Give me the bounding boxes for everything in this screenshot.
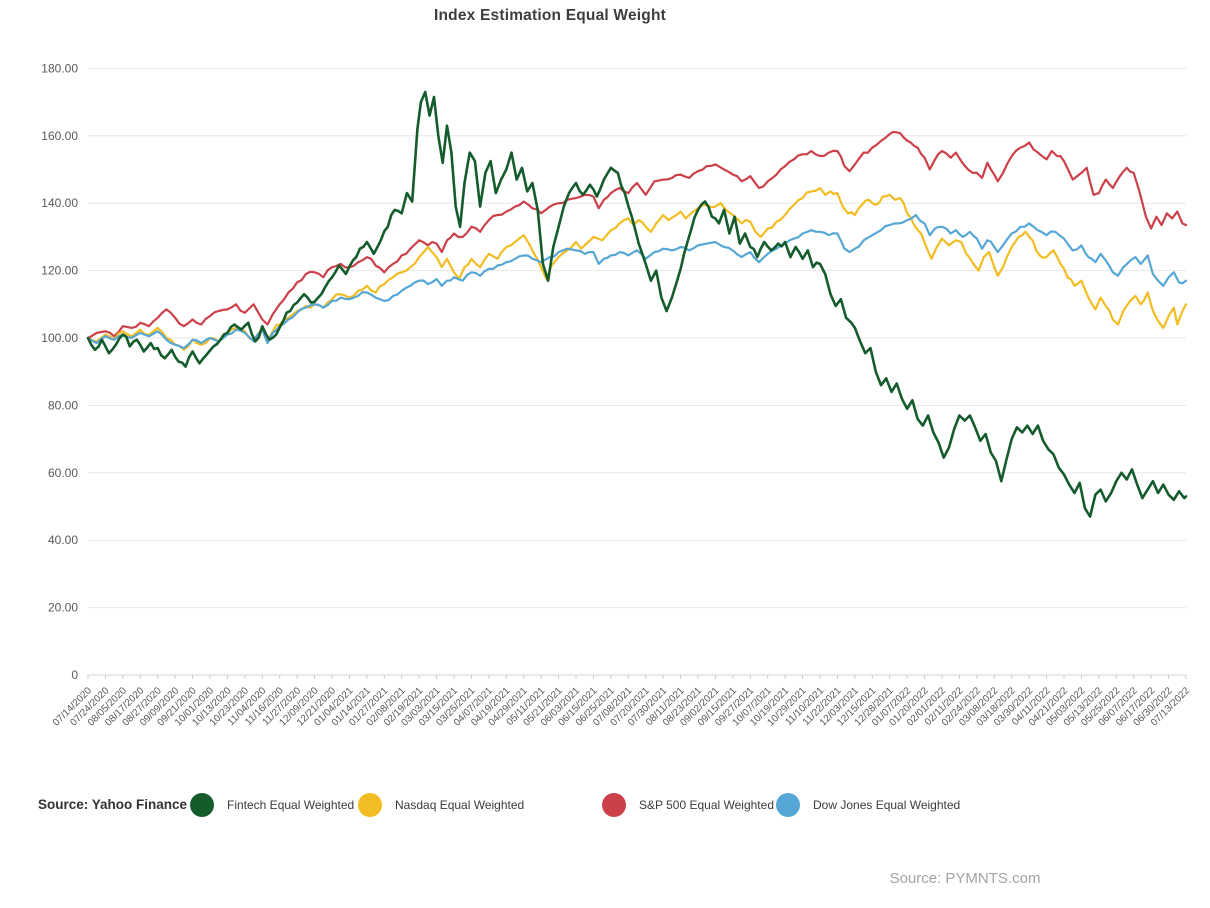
legend-item-label: Fintech Equal Weighted <box>227 798 355 812</box>
legend-item-label: S&P 500 Equal Weighted <box>639 798 774 812</box>
legend-dot-icon <box>776 793 800 817</box>
legend-item-s-p-500-equal-weighted: S&P 500 Equal Weighted <box>602 790 774 820</box>
legend-item-dow-jones-equal-weighted: Dow Jones Equal Weighted <box>776 790 960 820</box>
y-tick-label: 20.00 <box>48 601 78 615</box>
y-tick-label: 0 <box>71 668 78 682</box>
legend-dot-icon <box>190 793 214 817</box>
legend-item-label: Nasdaq Equal Weighted <box>395 798 525 812</box>
y-tick-label: 180.00 <box>41 61 78 75</box>
series-line-s-p-500-equal-weighted <box>86 130 1188 340</box>
y-tick-label: 40.00 <box>48 533 78 547</box>
series-line-nasdaq-equal-weighted <box>86 186 1188 351</box>
y-tick-label: 160.00 <box>41 129 78 143</box>
series-line-dow-jones-equal-weighted <box>86 213 1188 350</box>
y-tick-label: 120.00 <box>41 264 78 278</box>
legend-source-label: Source: Yahoo Finance <box>38 797 188 812</box>
y-tick-label: 100.00 <box>41 331 78 345</box>
legend-item-fintech-equal-weighted: Fintech Equal Weighted <box>190 790 354 820</box>
series-line-fintech-equal-weighted <box>86 90 1188 518</box>
chart-title: Index Estimation Equal Weight <box>433 7 666 24</box>
legend-dot-icon <box>602 793 626 817</box>
legend-dot-icon <box>358 793 382 817</box>
footer-source-label: Source: PYMNTS.com <box>889 870 1041 887</box>
y-tick-label: 60.00 <box>48 466 78 480</box>
y-tick-label: 140.00 <box>41 196 78 210</box>
chart-legend: Source: Yahoo Finance Fintech Equal Weig… <box>0 790 1210 826</box>
legend-item-nasdaq-equal-weighted: Nasdaq Equal Weighted <box>358 790 524 820</box>
y-tick-label: 80.00 <box>48 398 78 412</box>
legend-item-label: Dow Jones Equal Weighted <box>813 798 961 812</box>
